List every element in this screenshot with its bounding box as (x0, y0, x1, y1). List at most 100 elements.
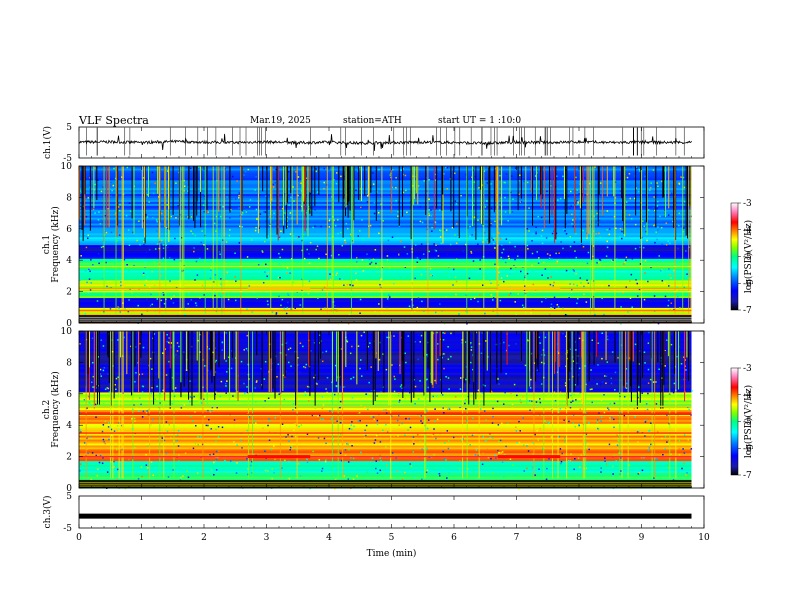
spectral-pixel (518, 298, 520, 300)
spectral-pixel (370, 487, 372, 490)
sferic-streak (555, 166, 557, 240)
spectral-band (79, 474, 692, 477)
spectral-band (79, 166, 692, 169)
spectral-pixel (99, 454, 102, 457)
spectral-pixel (664, 435, 667, 438)
spectral-pixel (492, 239, 495, 241)
spectral-pixel (464, 407, 467, 410)
spectral-pixel (145, 298, 148, 301)
spectral-pixel (219, 395, 222, 398)
spectral-pixel (101, 430, 104, 433)
spectral-pixel (343, 284, 345, 287)
spectral-pixel (165, 374, 168, 376)
spectral-pixel (421, 478, 423, 481)
spectral-pixel (621, 237, 623, 240)
spectral-pixel (308, 344, 310, 347)
sferic-streak (149, 331, 151, 479)
spectral-pixel (488, 386, 491, 388)
spectral-pixel (215, 359, 217, 362)
spectral-pixel (526, 271, 528, 274)
sferic-streak (81, 166, 83, 230)
spectral-pixel (236, 180, 238, 182)
spectral-band (79, 311, 692, 314)
spectral-pixel (325, 442, 327, 445)
spectral-pixel (275, 168, 278, 171)
spectral-pixel (139, 243, 141, 246)
spectral-band (79, 236, 692, 240)
spectral-pixel (343, 386, 346, 388)
spectral-pixel (254, 229, 257, 232)
y-tick-label: 5 (66, 123, 72, 133)
sferic-streak (535, 331, 537, 382)
spectral-pixel (395, 457, 397, 459)
spectral-pixel (160, 239, 163, 242)
spectral-pixel (555, 262, 558, 264)
spectral-pixel (511, 211, 514, 213)
spectral-pixel (192, 447, 195, 450)
spectral-pixel (448, 408, 451, 411)
sferic-streak (422, 331, 424, 357)
spectral-pixel (638, 472, 640, 474)
spectral-pixel (131, 418, 133, 420)
spectral-pixel (305, 212, 308, 214)
spectral-pixel (479, 408, 482, 410)
spectral-pixel (274, 355, 277, 358)
spectral-band (79, 246, 692, 250)
spectral-pixel (420, 420, 422, 422)
spectral-pixel (451, 226, 454, 229)
spectral-pixel (409, 463, 411, 465)
spectral-pixel (151, 303, 154, 306)
spectral-pixel (116, 339, 118, 341)
spectral-pixel (625, 286, 627, 288)
spectral-pixel (672, 220, 674, 223)
spectral-pixel (210, 469, 213, 471)
spectral-pixel (454, 276, 457, 279)
sferic-streak (573, 331, 575, 392)
spectral-pixel (421, 221, 424, 224)
spectral-pixel (439, 236, 442, 238)
y-axis-label: Frequency (kHz) (50, 206, 61, 283)
spectral-pixel (504, 261, 507, 264)
spectral-pixel (94, 212, 96, 214)
spectral-pixel (235, 280, 237, 282)
spectral-pixel (264, 360, 267, 363)
spectral-pixel (600, 471, 602, 473)
spectral-pixel (164, 465, 167, 468)
spectral-pixel (599, 236, 601, 239)
spectral-pixel (364, 406, 366, 409)
spectral-pixel (105, 261, 107, 264)
spectral-pixel (339, 452, 342, 454)
spectral-pixel (219, 295, 222, 297)
spectral-pixel (92, 208, 95, 211)
spectral-pixel (442, 339, 445, 341)
spectral-pixel (97, 356, 100, 358)
spectral-pixel (506, 275, 509, 277)
spectral-pixel (592, 245, 595, 247)
spectral-pixel (629, 280, 631, 282)
spectral-pixel (129, 335, 132, 338)
spectral-pixel (177, 445, 180, 447)
spectral-pixel (321, 351, 324, 354)
spectral-pixel (289, 347, 292, 350)
spectral-pixel (484, 312, 486, 315)
y-axis-label: Frequency (kHz) (50, 371, 61, 448)
spectral-pixel (541, 447, 544, 450)
spectral-pixel (168, 342, 171, 344)
spectral-pixel (668, 268, 670, 270)
spectral-pixel (620, 457, 622, 459)
spectral-pixel (400, 169, 403, 171)
spectral-pixel (437, 255, 440, 257)
sferic-streak (413, 166, 415, 200)
spectral-pixel (360, 334, 363, 337)
spectral-pixel (518, 487, 520, 490)
spectral-pixel (562, 175, 564, 178)
spectral-pixel (637, 190, 640, 193)
spectral-pixel (264, 195, 267, 197)
spectral-pixel (536, 251, 538, 253)
spectral-pixel (487, 241, 489, 244)
spectral-pixel (497, 424, 500, 426)
spectral-pixel (398, 399, 401, 402)
sferic-streak (198, 331, 200, 404)
sferic-streak (117, 166, 119, 226)
spectral-pixel (329, 273, 331, 275)
